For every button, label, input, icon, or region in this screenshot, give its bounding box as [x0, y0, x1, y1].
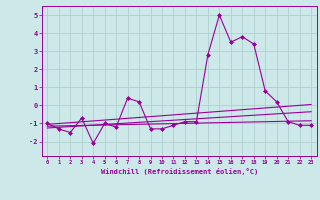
X-axis label: Windchill (Refroidissement éolien,°C): Windchill (Refroidissement éolien,°C): [100, 168, 258, 175]
